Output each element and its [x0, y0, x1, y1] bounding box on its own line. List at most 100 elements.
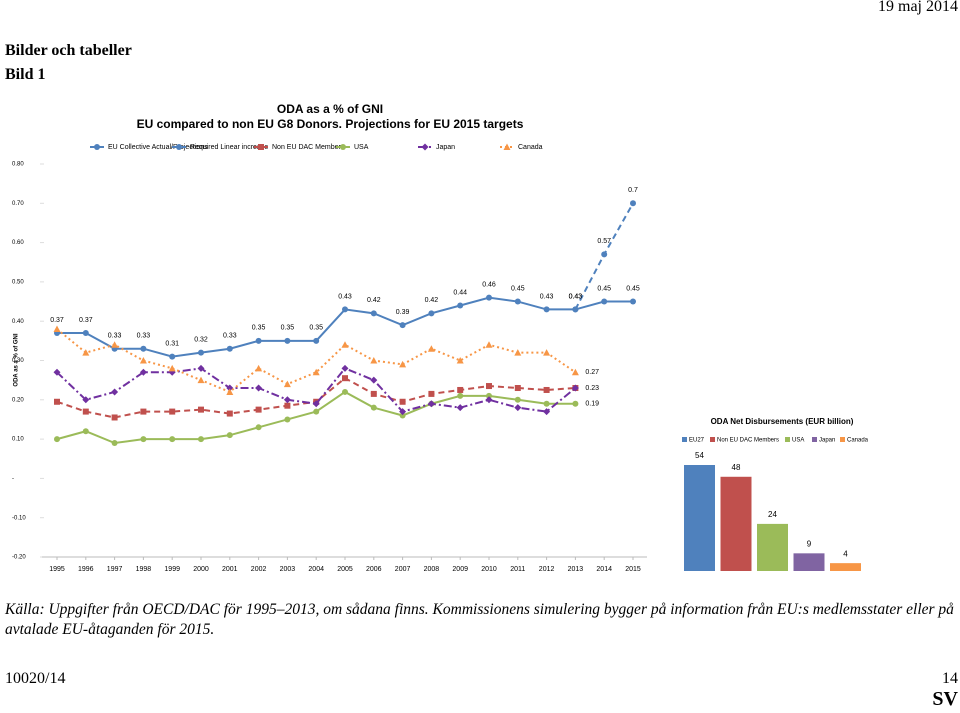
x-tick-label: 2000	[193, 566, 209, 573]
marker	[284, 337, 291, 344]
marker	[543, 386, 550, 393]
y-tick-label: 0.20	[12, 397, 24, 403]
y-tick-label: 0.40	[12, 319, 24, 325]
marker	[457, 386, 464, 393]
bar	[830, 563, 861, 571]
data-label: 0.39	[396, 309, 410, 316]
marker	[313, 408, 320, 415]
data-label: 0.45	[511, 285, 525, 292]
caption: Källa: Uppgifter från OECD/DAC för 1995–…	[5, 601, 954, 638]
chart-subtitle: EU compared to non EU G8 Donors. Project…	[137, 117, 524, 131]
legend-swatch	[785, 437, 790, 442]
language: SV	[932, 688, 958, 710]
marker	[571, 384, 579, 392]
y-tick-label: -0.10	[12, 515, 26, 521]
y-tick-label: 0.10	[12, 437, 24, 443]
marker	[226, 410, 233, 417]
data-label: 0.35	[281, 325, 295, 332]
legend-label: Required Linear increase	[190, 144, 268, 151]
marker	[82, 408, 89, 415]
marker	[140, 436, 147, 443]
data-label: 0.43	[569, 293, 583, 300]
legend-label: USA	[792, 438, 804, 444]
x-tick-label: 2003	[280, 566, 296, 573]
marker	[571, 368, 579, 376]
marker	[427, 400, 435, 408]
data-label: 0.42	[425, 297, 439, 304]
data-label: 0.33	[137, 333, 151, 340]
marker	[139, 368, 147, 376]
charts: ODA as a % of GNI EU compared to non EU G…	[12, 102, 869, 573]
legend-swatch	[682, 437, 687, 442]
marker	[514, 396, 521, 403]
marker	[485, 396, 493, 404]
marker	[111, 388, 119, 396]
marker	[53, 325, 61, 333]
x-tick-label: 2006	[366, 566, 382, 573]
marker	[485, 341, 493, 348]
marker	[370, 310, 377, 317]
data-label: 0.33	[223, 333, 237, 340]
legend-swatch	[840, 437, 845, 442]
data-label: 0.46	[482, 281, 496, 288]
data-label: 0.27	[585, 369, 599, 376]
marker	[140, 408, 147, 415]
legend-label: Canada	[518, 144, 543, 151]
marker	[94, 144, 100, 150]
marker	[198, 436, 204, 443]
marker	[258, 144, 264, 150]
legend-swatch	[812, 437, 817, 442]
legend-label: EU Collective Actual/Projections	[108, 144, 208, 151]
marker	[370, 404, 377, 411]
data-label: 0.7	[628, 187, 638, 194]
marker	[543, 400, 550, 407]
marker	[140, 345, 147, 352]
marker	[428, 390, 435, 397]
marker	[514, 385, 521, 392]
marker	[283, 380, 291, 388]
marker	[226, 432, 233, 439]
x-tick-label: 2005	[337, 566, 353, 573]
marker	[111, 341, 119, 348]
marker	[514, 404, 522, 412]
marker	[601, 251, 608, 258]
marker	[82, 329, 89, 336]
marker	[601, 298, 608, 305]
marker	[341, 364, 349, 372]
marker	[198, 349, 204, 356]
marker	[399, 412, 406, 419]
marker	[226, 384, 234, 392]
legend-label: Japan	[819, 438, 835, 444]
marker	[399, 398, 406, 405]
y-axis-label: ODA as a % of GNI	[14, 333, 20, 386]
data-label: 0.31	[165, 340, 179, 347]
marker	[486, 392, 492, 399]
marker	[543, 349, 551, 356]
marker	[313, 337, 320, 344]
data-label: 9	[807, 539, 812, 548]
x-tick-label: 2014	[596, 566, 612, 573]
bar	[720, 476, 752, 571]
marker	[111, 440, 118, 447]
marker	[54, 436, 60, 443]
y-tick-label: -0.20	[12, 555, 26, 561]
marker	[486, 294, 492, 301]
marker	[370, 376, 378, 384]
data-label: 54	[695, 451, 704, 460]
x-tick-label: 2004	[308, 566, 324, 573]
marker	[399, 360, 407, 368]
data-label: 24	[768, 510, 777, 519]
x-tick-label: 2007	[395, 566, 411, 573]
data-label: 0.37	[50, 317, 64, 324]
data-label: 0.45	[597, 285, 611, 292]
marker	[111, 414, 118, 421]
marker	[169, 353, 176, 360]
marker	[457, 302, 464, 309]
data-label: 0.43	[540, 293, 554, 300]
marker	[255, 384, 263, 392]
page-number: 14	[942, 670, 958, 687]
data-label: 0.57	[597, 238, 611, 245]
marker	[543, 408, 551, 416]
marker	[169, 436, 176, 443]
